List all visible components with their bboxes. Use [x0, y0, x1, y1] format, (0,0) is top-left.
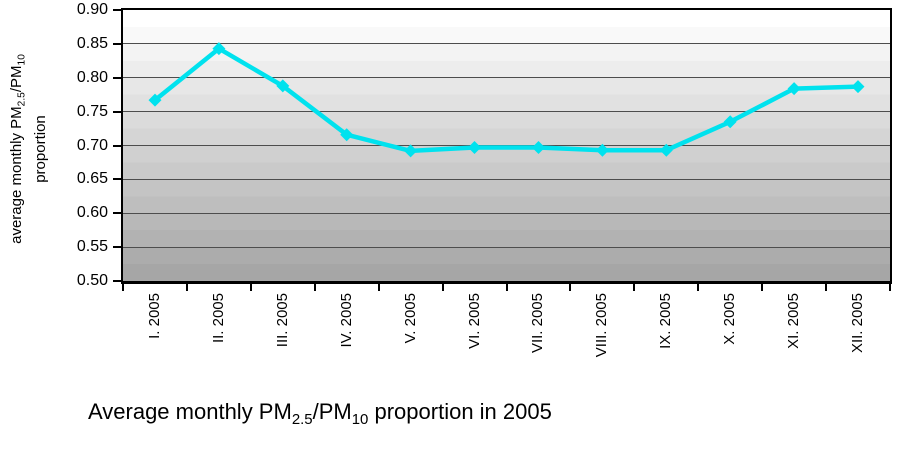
- gridline: [123, 77, 890, 79]
- data-point-marker: [404, 144, 418, 158]
- x-axis-tick: [825, 284, 828, 291]
- data-point-marker: [340, 128, 354, 142]
- y-axis-tick: [113, 76, 121, 79]
- y-axis-title-subscript: 10: [16, 54, 28, 66]
- chart-caption: Average monthly PM2.5/PM10 proportion in…: [88, 398, 552, 434]
- caption-subscript: 10: [351, 411, 369, 429]
- caption-text: /PM: [312, 399, 352, 424]
- y-axis-tick-label: 0.55: [76, 238, 108, 256]
- x-axis-tick: [377, 284, 380, 291]
- y-axis-title: average monthly PM2.5/PM10 proportion: [7, 7, 49, 291]
- data-point-marker: [851, 80, 865, 94]
- y-axis-title-text: /PM: [8, 65, 25, 93]
- x-axis-tick-label: IX. 2005: [657, 293, 675, 349]
- caption-text: proportion in 2005: [368, 399, 552, 424]
- y-axis-tick-label: 0.50: [76, 272, 108, 289]
- x-axis-tick: [889, 284, 891, 291]
- x-axis-tick: [505, 284, 508, 291]
- gridline: [123, 178, 890, 180]
- caption-text: Average monthly PM: [88, 399, 292, 424]
- data-point-marker: [595, 143, 609, 157]
- y-axis-title-text: average monthly PM: [8, 106, 25, 244]
- y-axis-tick-label: 0.75: [76, 102, 108, 120]
- y-axis-tick: [113, 178, 121, 181]
- x-axis-tick: [569, 284, 572, 291]
- x-axis-tick-label: II. 2005: [209, 293, 227, 344]
- x-axis-tick: [313, 284, 316, 291]
- y-axis-tick: [113, 280, 121, 282]
- gridline: [123, 111, 890, 113]
- x-axis-tick-label: III. 2005: [273, 293, 291, 348]
- y-axis-tick: [113, 42, 121, 45]
- y-axis-tick-label: 0.65: [76, 170, 108, 188]
- data-point-marker: [659, 143, 673, 157]
- x-axis-tick: [633, 284, 636, 291]
- gridline: [123, 43, 890, 45]
- y-axis-tick: [113, 144, 121, 147]
- plot-area: [121, 8, 892, 284]
- y-axis-tick-label: 0.85: [76, 34, 108, 52]
- x-axis-tick-label: XII. 2005: [849, 293, 867, 354]
- x-axis-tick-label: I. 2005: [145, 293, 163, 339]
- x-axis-tick-label: VII. 2005: [529, 293, 547, 354]
- x-axis-tick: [697, 284, 700, 291]
- data-point-marker: [276, 79, 290, 93]
- y-axis-tick: [113, 9, 121, 11]
- data-point-marker: [787, 82, 801, 96]
- x-axis-tick: [122, 284, 124, 291]
- y-axis-tick-label: 0.80: [76, 68, 108, 86]
- x-axis-tick-label: VIII. 2005: [593, 293, 611, 358]
- data-point-marker: [212, 42, 226, 56]
- gridline: [123, 246, 890, 248]
- x-axis-tick-label: X. 2005: [721, 293, 739, 345]
- x-axis-tick-label: XI. 2005: [785, 293, 803, 349]
- x-axis-tick: [761, 284, 764, 291]
- y-axis-tick-label: 0.70: [76, 136, 108, 154]
- y-axis-title-line2: proportion: [32, 115, 50, 183]
- data-point-marker: [723, 115, 737, 129]
- y-axis-tick: [113, 212, 121, 215]
- x-axis-tick-label: VI. 2005: [465, 293, 483, 349]
- x-axis-tick-label: IV. 2005: [337, 293, 355, 348]
- y-axis-tick: [113, 246, 121, 249]
- y-axis-tick-label: 0.90: [76, 1, 108, 18]
- x-axis-tick-label: V. 2005: [401, 293, 419, 344]
- caption-subscript: 2.5: [291, 411, 313, 429]
- x-axis-tick: [185, 284, 188, 291]
- gridline: [123, 212, 890, 214]
- data-point-marker: [532, 141, 545, 154]
- data-point-marker: [468, 141, 481, 154]
- x-axis-tick: [249, 284, 252, 291]
- data-series-line: [148, 42, 865, 158]
- series-line-path: [152, 46, 861, 154]
- y-axis-title-subscript: 2.5: [16, 92, 28, 107]
- y-axis-tick-label: 0.60: [76, 204, 108, 222]
- y-axis-tick: [113, 110, 121, 113]
- x-axis-tick: [441, 284, 444, 291]
- data-point-marker: [148, 93, 162, 107]
